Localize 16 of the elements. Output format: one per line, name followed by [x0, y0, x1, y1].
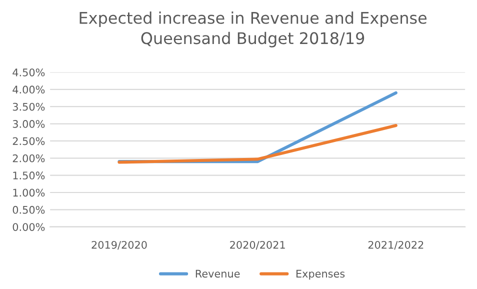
- y-tick-label: 4.00%: [12, 86, 45, 94]
- y-tick-label: 2.50%: [12, 137, 45, 146]
- y-tick-label: 2.00%: [12, 154, 45, 162]
- y-tick-label: 0.00%: [12, 223, 45, 231]
- y-tick-label: 1.00%: [13, 188, 45, 197]
- legend-label: Expenses: [296, 270, 345, 280]
- y-tick-label: 4.50%: [12, 68, 45, 76]
- x-tick-label: 2021/2022: [368, 240, 424, 250]
- x-tick-label: 2020/2021: [230, 240, 285, 250]
- x-tick-label: 2019/2020: [92, 240, 147, 250]
- y-tick-label: 3.00%: [12, 120, 45, 128]
- y-tick-label: 0.50%: [12, 206, 45, 214]
- chart-title: Expected increase in Revenue and Expense Queensand Budget 2018/19: [80, 12, 427, 48]
- legend-label: Revenue: [196, 270, 240, 278]
- y-tick-label: 3.50%: [12, 102, 45, 111]
- y-tick-label: 1.50%: [13, 172, 45, 180]
